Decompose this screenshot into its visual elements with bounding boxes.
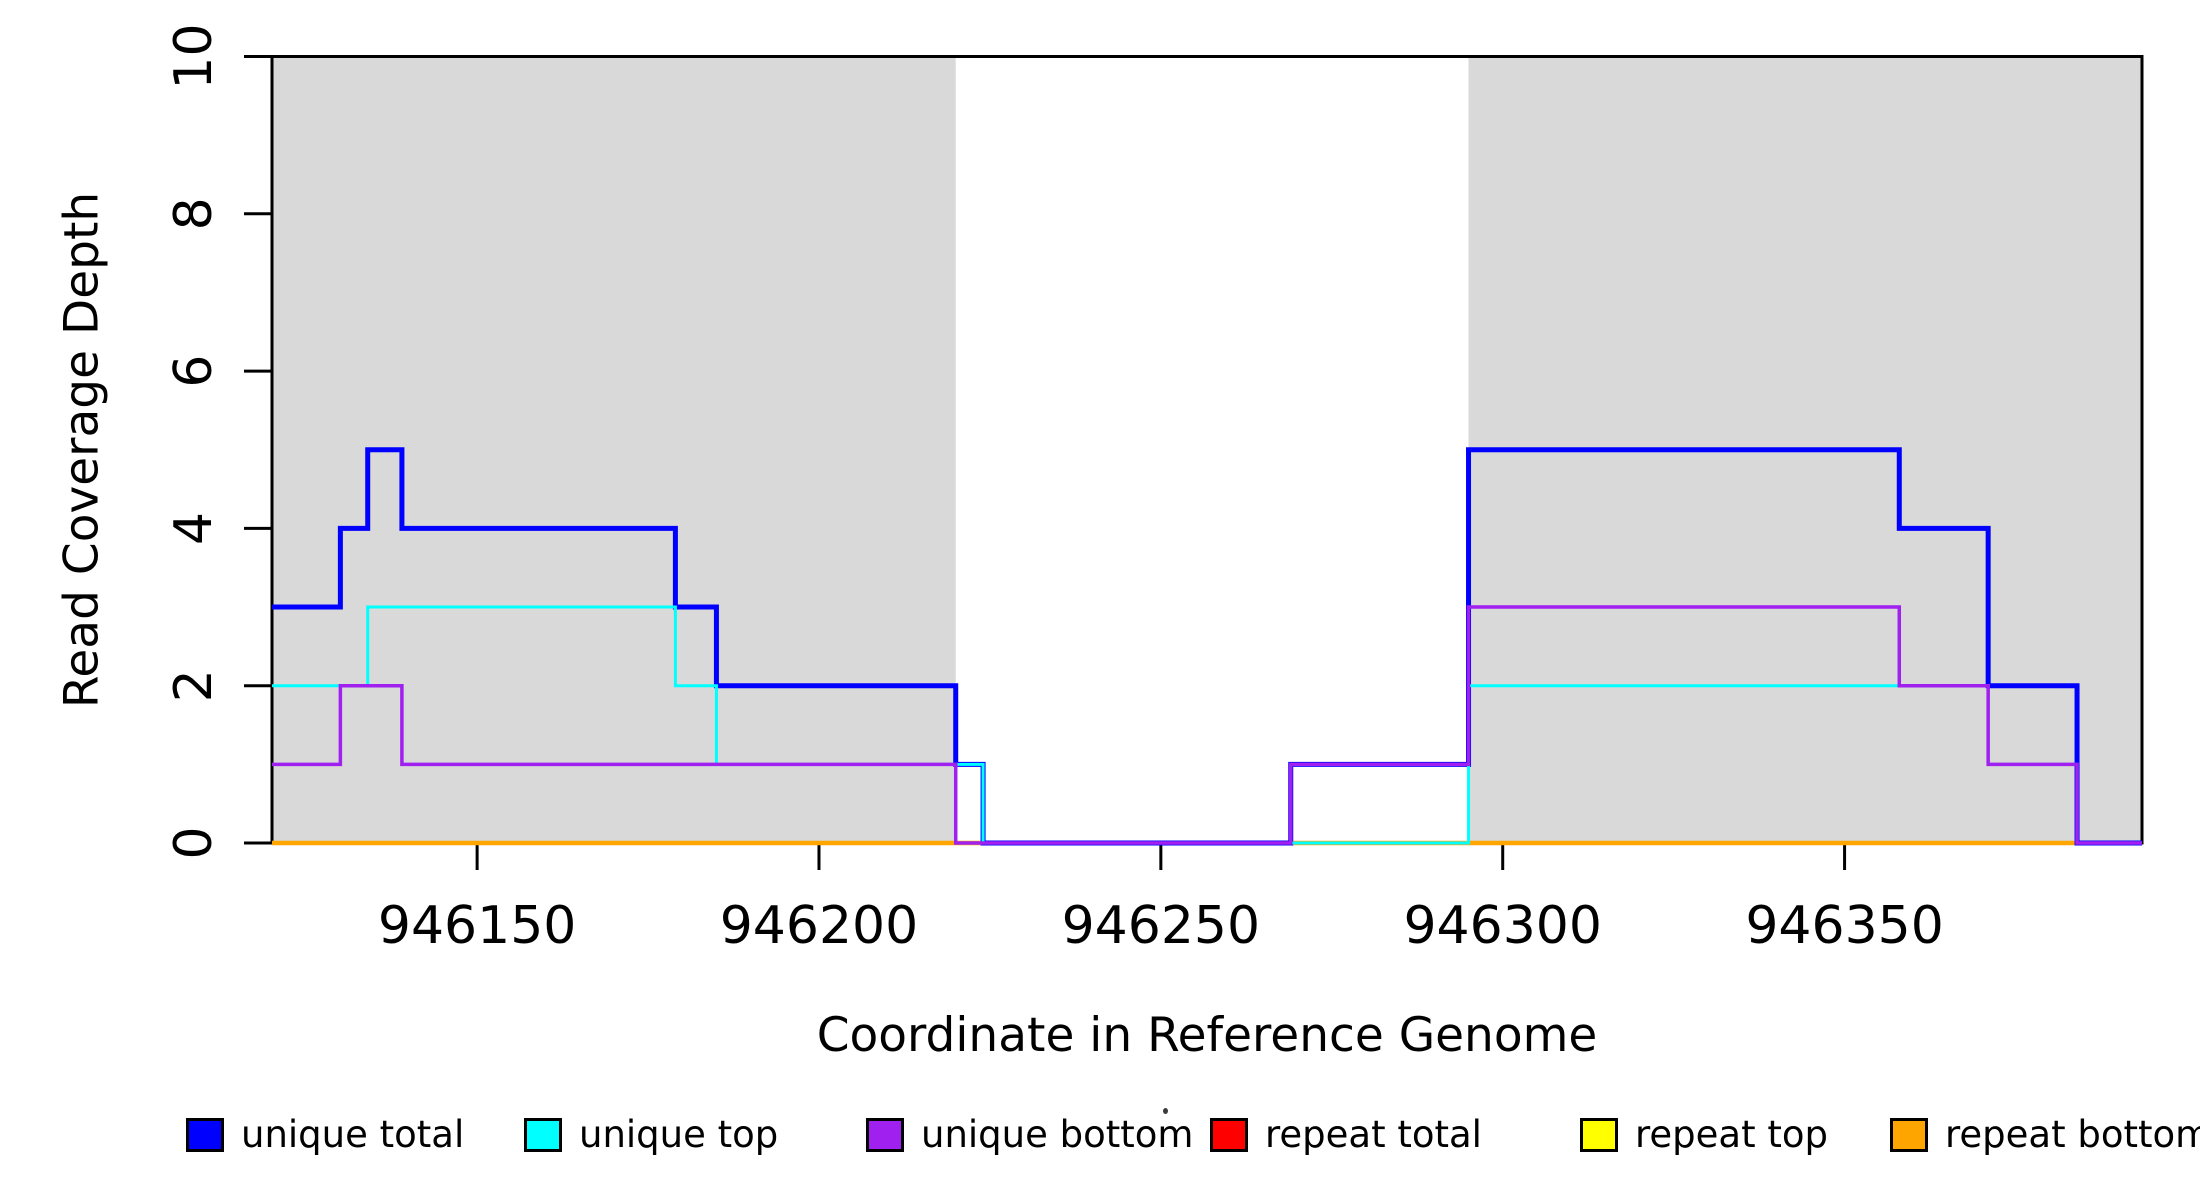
legend-label: unique bottom — [921, 1113, 1194, 1156]
legend-swatch-unique-top — [524, 1118, 562, 1152]
line-unique-bottom — [272, 605, 2142, 845]
legend-item-repeat-bottom: repeat bottom — [1890, 1116, 2200, 1154]
legend-item-repeat-total: repeat total — [1210, 1116, 1482, 1154]
legend-swatch-unique-total — [186, 1118, 224, 1152]
legend-label: repeat top — [1635, 1113, 1828, 1156]
x-tick-label: 946350 — [1745, 896, 1944, 956]
legend-label: unique total — [241, 1113, 465, 1156]
y-tick-label: 2 — [164, 669, 224, 702]
legend-item-unique-bottom: unique bottom — [866, 1116, 1193, 1154]
y-tick-label: 4 — [164, 512, 224, 545]
x-tick-label: 946300 — [1403, 896, 1602, 956]
x-tick-label: 946200 — [720, 896, 919, 956]
y-axis-title: Read Coverage Depth — [54, 191, 110, 709]
stray-dot-artifact — [1163, 1108, 1168, 1114]
legend-swatch-repeat-top — [1580, 1118, 1618, 1152]
legend-item-unique-total: unique total — [186, 1116, 464, 1154]
y-tick-label: 8 — [164, 197, 224, 230]
legend-item-unique-top: unique top — [524, 1116, 778, 1154]
x-tick-label: 946150 — [378, 896, 577, 956]
y-tick-label: 10 — [164, 23, 224, 89]
legend-label: unique top — [579, 1113, 779, 1156]
x-tick-label: 946250 — [1062, 896, 1261, 956]
legend-item-repeat-top: repeat top — [1580, 1116, 1828, 1154]
y-tick-label: 0 — [164, 826, 224, 859]
legend-swatch-unique-bottom — [866, 1118, 904, 1152]
y-tick-label: 6 — [164, 355, 224, 388]
legend-label: repeat total — [1265, 1113, 1482, 1156]
x-axis-title: Coordinate in Reference Genome — [816, 1008, 1598, 1063]
legend-swatch-repeat-total — [1210, 1118, 1248, 1152]
legend-label: repeat bottom — [1945, 1113, 2200, 1156]
legend-swatch-repeat-bottom — [1890, 1118, 1928, 1152]
